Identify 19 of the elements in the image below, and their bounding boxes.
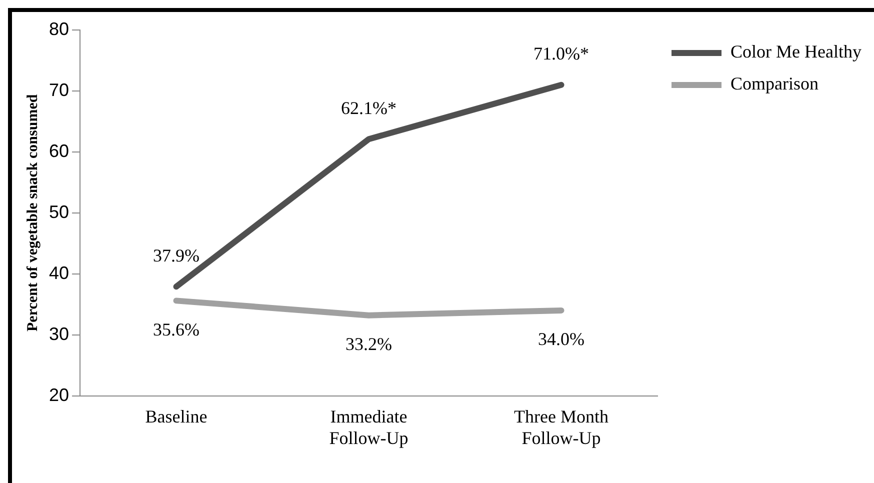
x-tick-label: Three Month Follow-Up — [514, 406, 608, 448]
y-tick-label: 30 — [48, 324, 70, 344]
data-label: 37.9% — [153, 245, 200, 266]
legend-label: Comparison — [730, 74, 818, 94]
data-label: 35.6% — [153, 319, 200, 340]
x-tick-label: Immediate Follow-Up — [329, 406, 408, 448]
y-tick-label: 60 — [48, 140, 70, 161]
data-label: 34.0% — [538, 329, 585, 350]
y-tick-label: 50 — [48, 202, 70, 222]
data-label: 33.2% — [346, 334, 392, 354]
y-tick-label: 70 — [48, 80, 70, 100]
y-tick-label: 20 — [48, 384, 70, 405]
y-axis-title: Percent of vegetable snack consumed — [24, 94, 41, 332]
legend-label: Color Me Healthy — [730, 42, 862, 62]
data-label: 62.1%* — [341, 98, 397, 118]
y-tick-label: 40 — [48, 262, 70, 283]
y-tick-label: 80 — [48, 18, 70, 39]
x-tick-label: Baseline — [145, 406, 208, 426]
data-label: 71.0%* — [534, 44, 590, 64]
